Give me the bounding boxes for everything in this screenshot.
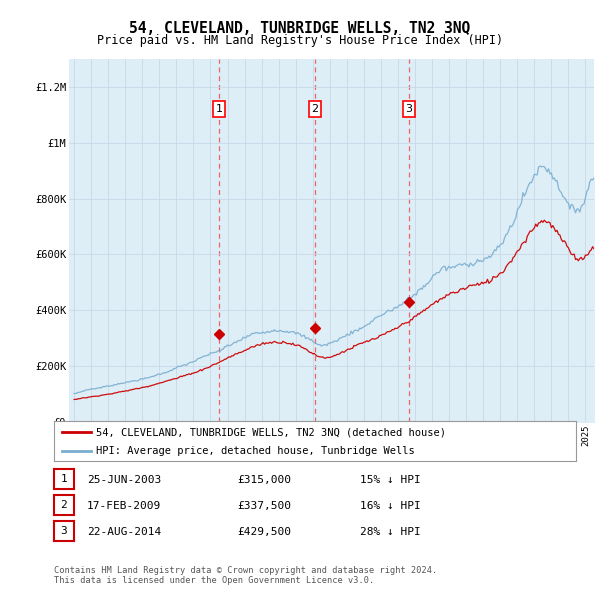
Text: 54, CLEVELAND, TUNBRIDGE WELLS, TN2 3NQ: 54, CLEVELAND, TUNBRIDGE WELLS, TN2 3NQ (130, 21, 470, 36)
Text: £337,500: £337,500 (237, 501, 291, 510)
Text: £429,500: £429,500 (237, 527, 291, 536)
Text: 3: 3 (61, 526, 67, 536)
Text: 54, CLEVELAND, TUNBRIDGE WELLS, TN2 3NQ (detached house): 54, CLEVELAND, TUNBRIDGE WELLS, TN2 3NQ … (96, 427, 446, 437)
Text: Contains HM Land Registry data © Crown copyright and database right 2024.
This d: Contains HM Land Registry data © Crown c… (54, 566, 437, 585)
Text: 1: 1 (215, 104, 223, 114)
Text: HPI: Average price, detached house, Tunbridge Wells: HPI: Average price, detached house, Tunb… (96, 445, 415, 455)
Text: Price paid vs. HM Land Registry's House Price Index (HPI): Price paid vs. HM Land Registry's House … (97, 34, 503, 47)
Text: 2: 2 (311, 104, 319, 114)
Text: 16% ↓ HPI: 16% ↓ HPI (360, 501, 421, 510)
Text: £315,000: £315,000 (237, 475, 291, 484)
Text: 2: 2 (61, 500, 67, 510)
Text: 28% ↓ HPI: 28% ↓ HPI (360, 527, 421, 536)
Text: 3: 3 (406, 104, 412, 114)
Text: 25-JUN-2003: 25-JUN-2003 (87, 475, 161, 484)
Text: 15% ↓ HPI: 15% ↓ HPI (360, 475, 421, 484)
Text: 17-FEB-2009: 17-FEB-2009 (87, 501, 161, 510)
Text: 22-AUG-2014: 22-AUG-2014 (87, 527, 161, 536)
Text: 1: 1 (61, 474, 67, 484)
